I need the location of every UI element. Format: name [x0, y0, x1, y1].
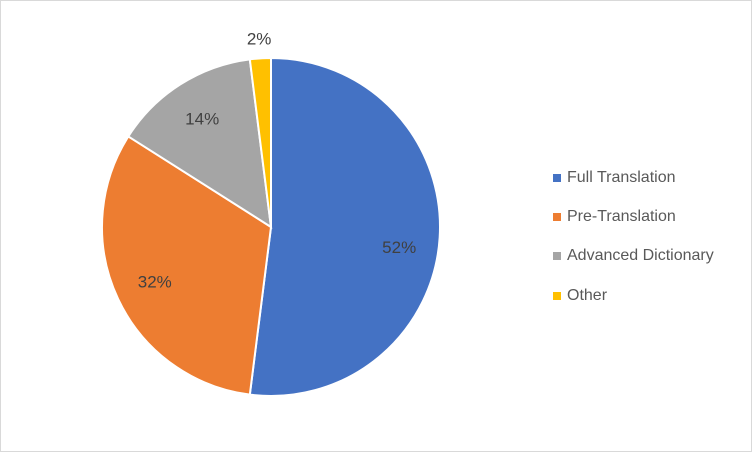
legend-swatch [553, 173, 561, 182]
pie-slice [126, 58, 273, 229]
pie-slice [248, 56, 441, 397]
legend-item: Full Translation [553, 158, 714, 197]
legend-swatch [553, 212, 561, 221]
legend: Full Translation Pre-Translation Advance… [553, 158, 714, 315]
pie-slice [248, 56, 272, 228]
legend-item: Other [553, 276, 714, 315]
legend-swatch [553, 252, 561, 261]
legend-label: Advanced Dictionary [567, 247, 714, 265]
legend-swatch [553, 291, 561, 300]
data-label: 52% [382, 238, 416, 257]
legend-item: Advanced Dictionary [553, 237, 714, 276]
data-label: 32% [138, 273, 172, 292]
legend-label: Full Translation [567, 168, 676, 186]
legend-label: Other [567, 286, 608, 304]
legend-label: Pre-Translation [567, 207, 676, 225]
data-label: 2% [247, 29, 272, 48]
data-label: 14% [185, 110, 219, 129]
legend-item: Pre-Translation [553, 197, 714, 236]
